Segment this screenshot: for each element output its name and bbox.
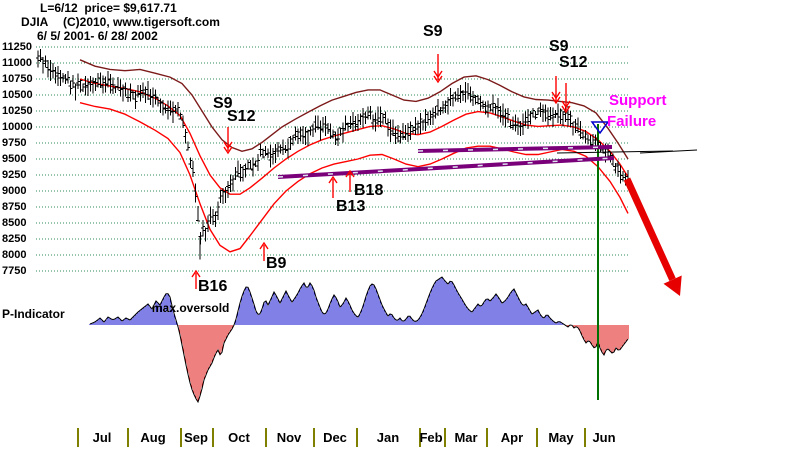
indicator-price-readout: L=6/12 price= $9,617.71 xyxy=(40,1,177,15)
annotation-b13: B13 xyxy=(336,198,366,215)
p-indicator-histogram xyxy=(89,276,629,404)
panel-label: P-Indicator xyxy=(2,307,65,321)
month-label-sep: Sep xyxy=(184,430,208,445)
month-label-jul: Jul xyxy=(92,430,112,445)
annotation-b16: B16 xyxy=(198,278,228,295)
annotation-s9-left: S9 xyxy=(213,95,233,112)
breakdown-triangle-marker xyxy=(590,121,610,135)
copyright-label: (C)2010, www.tigersoft.com xyxy=(63,15,220,29)
y-axis-label: 9250 xyxy=(2,169,27,181)
support-trendlines xyxy=(277,145,615,179)
annotation-max-oversold: max.oversold xyxy=(152,301,230,315)
month-label-apr: Apr xyxy=(500,430,524,445)
annotation-b9: B9 xyxy=(266,255,287,272)
breakdown-big-arrow xyxy=(623,177,682,296)
month-label-aug: Aug xyxy=(140,430,166,445)
y-axis-label: 11000 xyxy=(2,57,32,69)
annotation-s9-right: S9 xyxy=(549,38,569,55)
date-range-label: 6/ 5/ 2001- 6/ 28/ 2002 xyxy=(37,29,158,43)
y-axis-label: 10250 xyxy=(2,105,33,117)
y-axis-label: 10750 xyxy=(2,73,33,85)
y-axis-label: 9500 xyxy=(2,153,27,165)
signal-arrows xyxy=(191,54,571,289)
month-label-mar: Mar xyxy=(454,430,478,445)
symbol-label: DJIA xyxy=(21,15,49,29)
month-label-jan: Jan xyxy=(376,430,400,445)
y-axis-label: 8750 xyxy=(2,201,27,213)
month-label-nov: Nov xyxy=(276,430,302,445)
y-axis-label: 8000 xyxy=(2,249,27,261)
month-label-may: May xyxy=(548,430,574,445)
y-axis-label: 10500 xyxy=(2,89,33,101)
y-axis-label: 9750 xyxy=(2,137,27,149)
y-axis-label: 8250 xyxy=(2,233,27,245)
month-axis-ticks xyxy=(77,428,586,447)
annotation-s9-mid: S9 xyxy=(423,23,443,40)
annotation-s12-left: S12 xyxy=(227,108,256,125)
y-axis-label: 10000 xyxy=(2,121,33,133)
annotation-b18: B18 xyxy=(354,182,384,199)
y-axis-label: 11250 xyxy=(2,41,32,53)
month-label-jun: Jun xyxy=(592,430,616,445)
month-label-feb: Feb xyxy=(419,430,443,445)
y-axis-label: 7750 xyxy=(2,265,27,277)
month-label-dec: Dec xyxy=(323,430,347,445)
month-label-oct: Oct xyxy=(228,430,250,445)
annotation-s12-right: S12 xyxy=(559,54,588,71)
annotation-support: Support xyxy=(609,92,667,109)
y-axis-label: 8500 xyxy=(2,217,27,229)
annotation-failure: Failure xyxy=(607,113,657,130)
y-axis-label: 9000 xyxy=(2,185,27,197)
gridlines xyxy=(36,46,628,272)
support-extension-lines xyxy=(556,149,698,154)
